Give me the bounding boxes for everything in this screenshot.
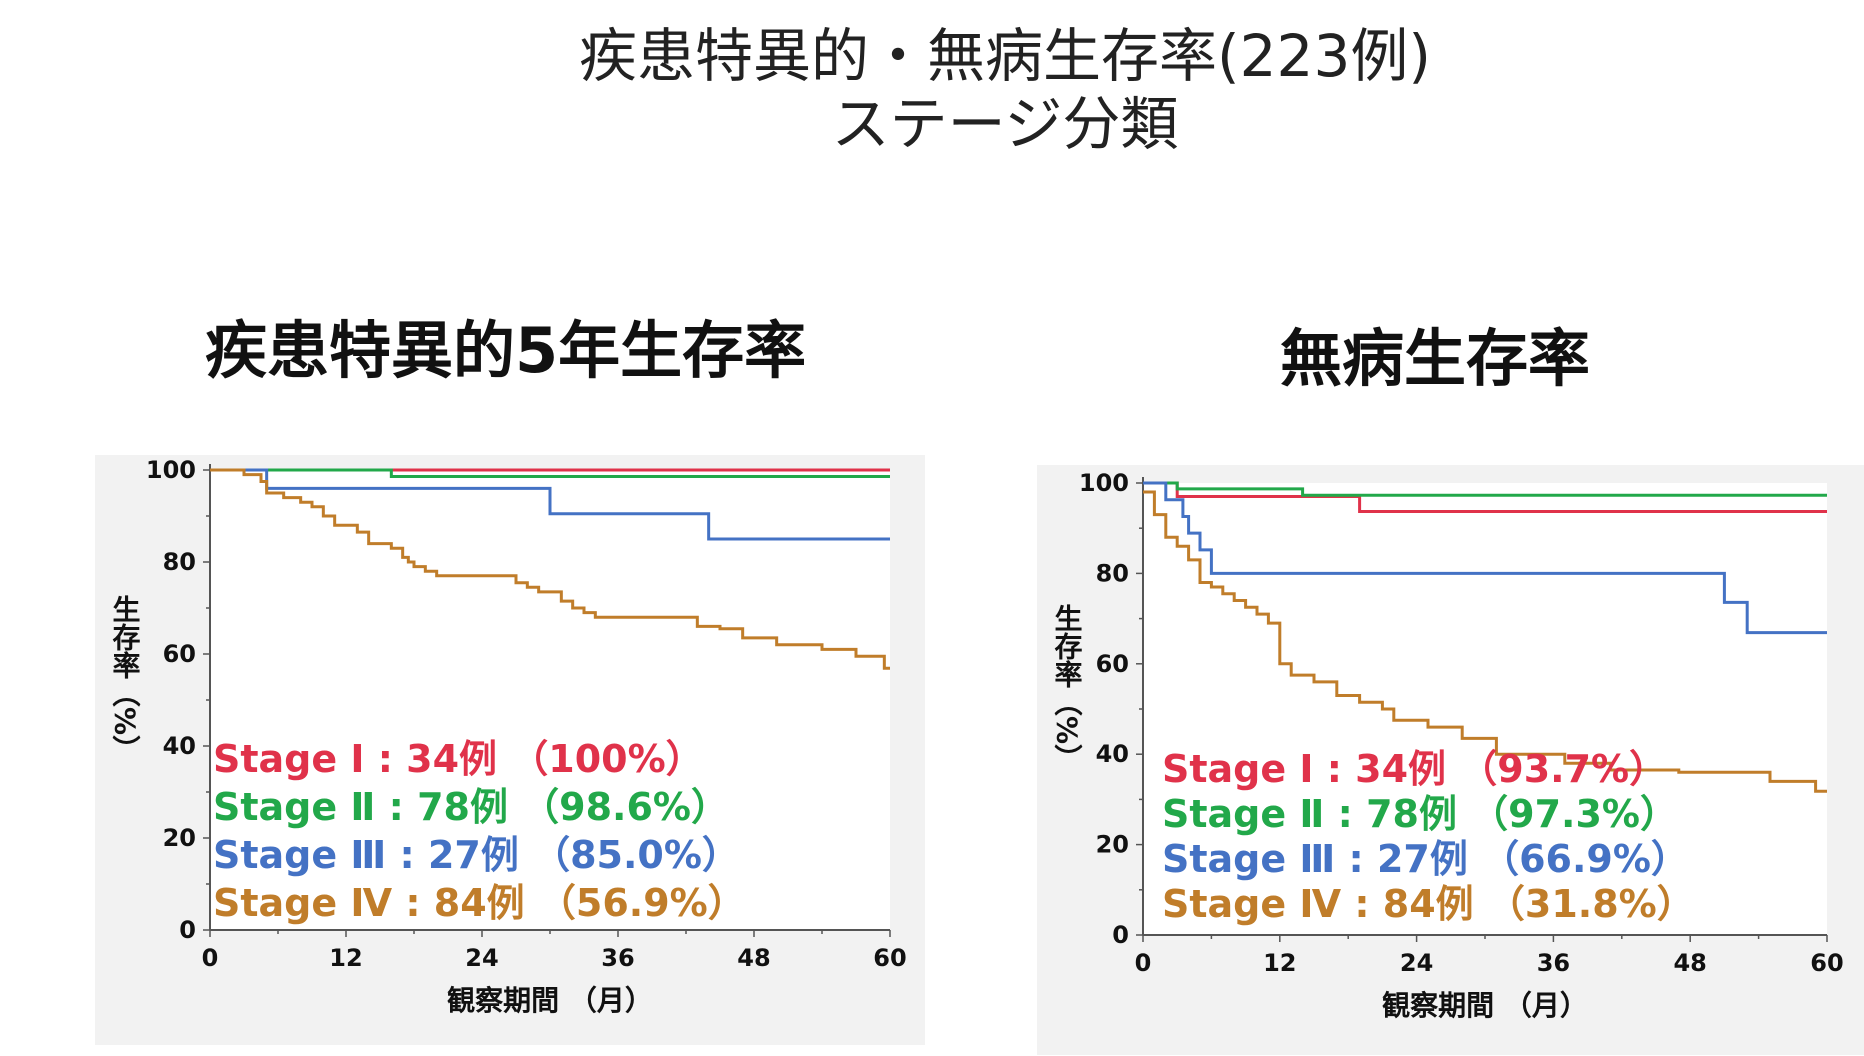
legend-entry-stage-2: Stage Ⅱ : 78例 （98.6%） <box>213 785 729 829</box>
x-tick-label: 60 <box>873 944 906 972</box>
plot-area <box>210 470 890 930</box>
legend-entry-stage-3: Stage Ⅲ : 27例 （66.9%） <box>1162 837 1689 881</box>
y-tick-label: 60 <box>163 640 196 668</box>
y-tick-label: 80 <box>1096 559 1129 587</box>
chart-title-disease-free: 無病生存率 <box>1280 322 1591 395</box>
slide-title-line1: 疾患特異的・無病生存率(223例) <box>579 22 1431 90</box>
survival-chart-disease-free: 0 20 40 60 80 100 0 12 24 36 48 60 観察期間 （月） 生存率（%） Sta… <box>1037 465 1864 1055</box>
x-tick-label: 60 <box>1810 949 1843 977</box>
plot-area <box>1143 483 1827 935</box>
y-tick-label: 80 <box>163 548 196 576</box>
x-axis-label: 観察期間 （月） <box>447 984 653 1017</box>
x-tick-label: 48 <box>737 944 770 972</box>
slide-title-line2: ステージ分類 <box>831 90 1179 158</box>
x-tick-label: 36 <box>1537 949 1570 977</box>
y-axis-label: 生存率（%） <box>1051 604 1084 772</box>
y-tick-label: 0 <box>1112 921 1129 949</box>
x-tick-label: 12 <box>329 944 362 972</box>
legend-entry-stage-3: Stage Ⅲ : 27例 （85.0%） <box>213 833 740 877</box>
legend-entry-stage-2: Stage Ⅱ : 78例 （97.3%） <box>1162 792 1678 836</box>
y-tick-label: 100 <box>1079 469 1129 497</box>
legend-entry-stage-1: Stage Ⅰ : 34例 （100%） <box>213 737 704 781</box>
y-tick-label: 60 <box>1096 650 1129 678</box>
x-tick-label: 48 <box>1673 949 1706 977</box>
x-axis-label: 観察期間 （月） <box>1382 989 1588 1022</box>
y-tick-label: 40 <box>1096 740 1129 768</box>
x-tick-label: 24 <box>1400 949 1433 977</box>
series-line-stage-3 <box>210 468 890 541</box>
x-tick-label: 36 <box>601 944 634 972</box>
y-tick-label: 40 <box>163 732 196 760</box>
legend-entry-stage-1: Stage Ⅰ : 34例 （93.7%） <box>1162 747 1667 791</box>
x-tick-label: 24 <box>465 944 498 972</box>
chart-title-disease-specific: 疾患特異的5年生存率 <box>205 314 807 387</box>
legend-entry-stage-4: Stage Ⅳ : 84例 （31.8%） <box>1162 882 1695 926</box>
slide-title: 疾患特異的・無病生存率(223例) ステージ分類 <box>0 22 1864 158</box>
series-line-stage-3 <box>1143 481 1827 635</box>
x-tick-label: 12 <box>1263 949 1296 977</box>
y-axis-label: 生存率（%） <box>109 595 142 763</box>
survival-chart-disease-specific: 0 20 40 60 80 100 0 12 24 36 48 60 観察期間 （月） 生存率（%） Sta… <box>95 455 925 1045</box>
y-tick-label: 100 <box>146 456 196 484</box>
y-tick-label: 20 <box>1096 831 1129 859</box>
series-line-stage-2 <box>1143 481 1827 497</box>
legend-entry-stage-4: Stage Ⅳ : 84例 （56.9%） <box>213 881 746 925</box>
series-line-stage-4 <box>1143 490 1827 793</box>
series-line-stage-4 <box>210 468 890 670</box>
series-line-stage-2 <box>210 468 890 478</box>
x-tick-label: 0 <box>202 944 219 972</box>
x-tick-label: 0 <box>1135 949 1152 977</box>
y-tick-label: 0 <box>179 916 196 944</box>
y-tick-label: 20 <box>163 824 196 852</box>
